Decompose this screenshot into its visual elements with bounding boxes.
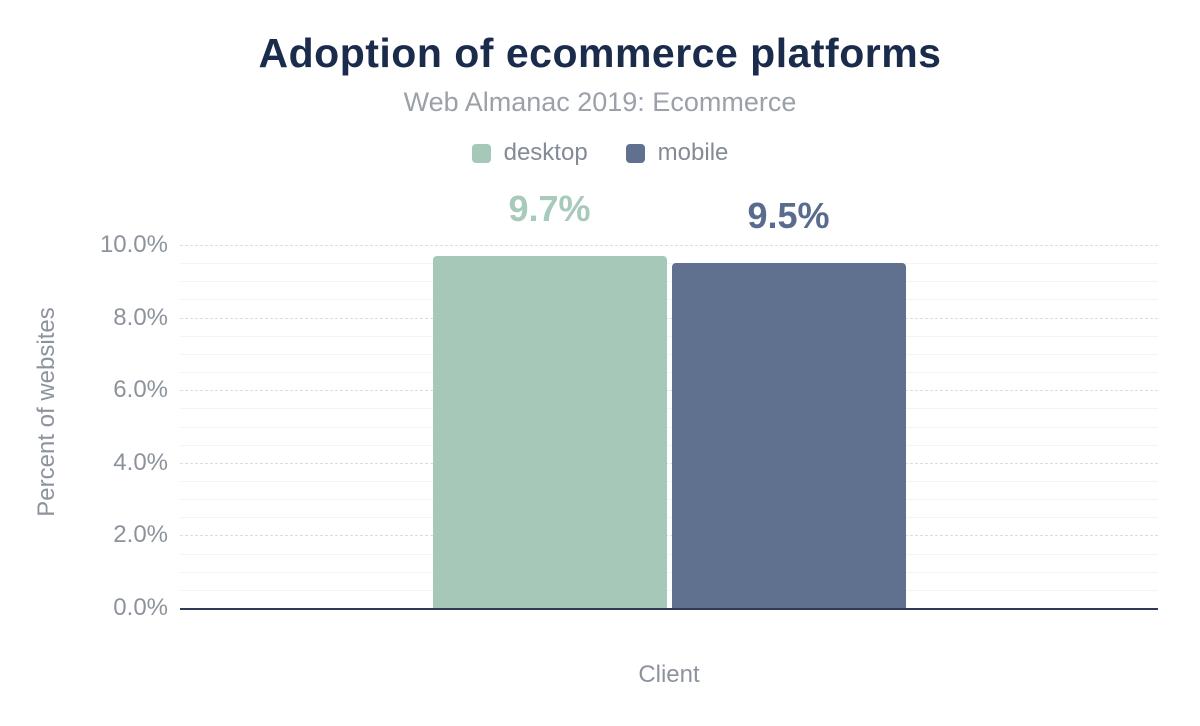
gridline-minor bbox=[180, 353, 1158, 355]
y-tick-label: 4.0% bbox=[113, 448, 168, 476]
gridline-minor bbox=[180, 499, 1158, 501]
legend-item-desktop[interactable]: desktop bbox=[471, 139, 588, 166]
gridline-minor bbox=[180, 299, 1158, 301]
bar-value-label-mobile: 9.5% bbox=[747, 195, 830, 237]
legend-label: mobile bbox=[657, 139, 729, 166]
bar-desktop[interactable] bbox=[432, 255, 667, 608]
gridline-minor bbox=[180, 335, 1158, 337]
legend-swatch-desktop bbox=[471, 143, 491, 163]
gridline-minor bbox=[180, 372, 1158, 373]
gridline-minor bbox=[180, 408, 1158, 410]
chart-legend: desktop mobile bbox=[0, 141, 1200, 165]
bar-mobile[interactable] bbox=[671, 263, 906, 608]
y-tick-label: 6.0% bbox=[113, 376, 168, 404]
legend-label: desktop bbox=[503, 139, 588, 166]
gridline-minor bbox=[180, 281, 1158, 283]
gridline-minor bbox=[180, 589, 1158, 591]
gridline-minor bbox=[180, 263, 1158, 265]
y-tick-label: 10.0% bbox=[99, 231, 168, 258]
gridline-major bbox=[180, 317, 1158, 319]
x-axis-title: Client bbox=[638, 661, 700, 688]
gridline-minor bbox=[180, 444, 1158, 446]
gridline-major bbox=[180, 245, 1158, 246]
chart-title: Adoption of ecommerce platforms bbox=[258, 30, 942, 76]
gridline-minor bbox=[180, 517, 1158, 519]
gridline-minor bbox=[180, 571, 1158, 573]
y-tick-label: 2.0% bbox=[113, 521, 168, 549]
gridline-minor bbox=[180, 480, 1158, 482]
y-tick-label: 0.0% bbox=[113, 594, 168, 621]
gridline-major bbox=[180, 462, 1158, 464]
bar-value-label-desktop: 9.7% bbox=[508, 187, 591, 229]
legend-swatch-mobile bbox=[625, 143, 645, 163]
gridline-major bbox=[180, 535, 1158, 537]
legend-item-mobile[interactable]: mobile bbox=[625, 139, 729, 166]
gridline-minor bbox=[180, 426, 1158, 428]
y-tick-label: 8.0% bbox=[113, 303, 168, 331]
chart-subtitle: Web Almanac 2019: Ecommerce bbox=[403, 87, 797, 117]
x-axis-line bbox=[180, 608, 1158, 610]
gridline-major bbox=[180, 390, 1158, 392]
gridline-minor bbox=[180, 553, 1158, 555]
